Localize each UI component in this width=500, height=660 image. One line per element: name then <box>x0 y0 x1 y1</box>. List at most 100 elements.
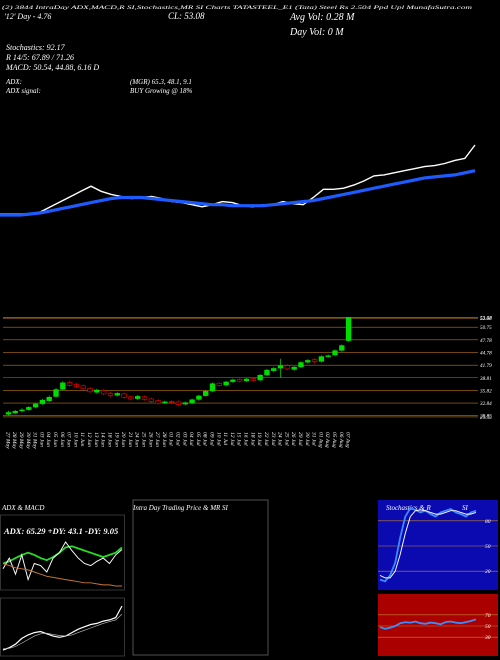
candle-body <box>66 382 73 386</box>
adx-values: (MGR) 65.3, 48.1, 9.1 <box>130 78 192 86</box>
candle-body <box>223 381 229 386</box>
candle-body <box>271 368 277 371</box>
candle-body <box>332 350 338 356</box>
adx-label: ADX: <box>5 78 22 86</box>
x-tick-label: 06 Jun <box>59 432 65 447</box>
candle-body <box>189 399 195 404</box>
x-tick-label: 24 Jun <box>134 432 141 447</box>
x-tick-label: 11 Jul <box>222 432 228 446</box>
candle-body <box>107 393 114 396</box>
candle-body <box>243 378 250 382</box>
candle-body <box>87 388 93 393</box>
rsi: R 14/5: 67.89 / 71.26 <box>5 53 74 62</box>
candle-body <box>305 360 311 363</box>
candle-body <box>209 383 216 392</box>
candle-body <box>94 389 100 393</box>
macd: MACD: 50.54, 44.88, 6.16 D <box>5 63 99 72</box>
candle-body <box>216 382 223 386</box>
y-tick-label: 50.75 <box>480 325 492 331</box>
candle-body <box>12 410 18 414</box>
candle-body <box>250 378 257 381</box>
y-tick-label: 50 <box>485 544 491 550</box>
x-tick-label: 21 Jun <box>127 432 133 447</box>
x-tick-label: 25 Jun <box>140 432 146 447</box>
candle-body <box>345 317 352 341</box>
x-tick-label: 27 May <box>4 432 10 449</box>
candle-body <box>141 396 148 400</box>
avg-vol: Avg Vol: 0.28 M <box>289 12 355 23</box>
x-tick-label: 19 Jun <box>113 432 119 447</box>
y-tick-label: 44.78 <box>480 349 492 356</box>
line-series <box>379 618 477 630</box>
intraday-panel <box>132 499 269 656</box>
candle-body <box>134 396 141 399</box>
panel-title: Intra Day Trading Price & MR SI <box>132 504 229 512</box>
candle-body <box>284 365 291 370</box>
line-series <box>0 169 476 217</box>
x-tick-label: 08 Jul <box>202 432 208 446</box>
x-tick-label: 26 Jul <box>290 432 296 446</box>
line-series <box>2 605 123 651</box>
x-tick-label: 01 Aug <box>317 432 323 448</box>
x-tick-label: 07 Jun <box>66 432 72 447</box>
x-tick-label: 23 Jul <box>270 432 276 446</box>
x-tick-label: 02 Jul <box>175 432 181 446</box>
x-tick-label: 04 Jul <box>188 432 195 446</box>
x-tick-label: 04 Jun <box>45 432 52 447</box>
y-tick-label: 20 <box>485 569 491 575</box>
y-tick-label: 35.82 <box>480 388 492 394</box>
x-tick-label: 22 Jul <box>263 432 269 446</box>
candle-body <box>203 391 209 396</box>
candle-body <box>311 359 318 363</box>
x-tick-label: 03 Jun <box>38 432 44 447</box>
x-tick-label: 24 Jul <box>277 432 284 446</box>
y-tick-label: 53.08 <box>480 315 492 321</box>
candle-body <box>148 398 154 402</box>
x-tick-label: 07 Aug <box>345 432 351 448</box>
x-tick-label: 10 Jun <box>72 432 78 447</box>
panel-title: ADX & MACD <box>1 504 44 512</box>
candle-body <box>175 401 182 405</box>
x-tick-label: 16 Jul <box>243 432 249 446</box>
candle-body <box>19 409 25 412</box>
candle-body <box>325 355 331 357</box>
x-tick-label: 18 Jul <box>249 432 255 446</box>
line-series <box>2 613 123 650</box>
candle-body <box>277 365 284 369</box>
y-tick-label: 32.84 <box>480 400 492 407</box>
day-vol: Day Vol: 0 M <box>289 27 344 38</box>
x-tick-label: 18 Jun <box>106 432 112 447</box>
candle-body <box>121 393 127 398</box>
y-tick-label: 50 <box>485 624 491 630</box>
x-tick-label: 05 Jul <box>195 432 201 446</box>
x-tick-label: 01 Jul <box>168 432 174 446</box>
candle-body <box>196 395 202 400</box>
change: '12' Day - 4.76 <box>4 12 51 21</box>
y-tick-label: 41.79 <box>480 362 492 369</box>
candle-body <box>5 412 12 415</box>
x-tick-label: 12 Jul <box>229 432 235 446</box>
adx-panel <box>0 514 125 591</box>
adx-signal: BUY Growing @ 18% <box>130 87 193 95</box>
x-tick-label: 15 Jul <box>236 432 242 446</box>
candle-body <box>155 400 161 404</box>
x-tick-label: 29 May <box>18 432 24 449</box>
line-series <box>379 509 477 579</box>
x-tick-label: 28 May <box>11 432 17 449</box>
candle-body <box>339 345 345 351</box>
x-tick-label: 20 Jun <box>120 432 126 447</box>
x-tick-label: 12 Jun <box>86 432 92 447</box>
x-tick-label: 31 Jul <box>311 431 317 446</box>
y-tick-label: 70 <box>485 613 491 619</box>
y-tick-label: 80 <box>485 519 491 525</box>
y-tick-label: 29.55 <box>480 415 492 421</box>
x-tick-label: 05 Aug <box>331 432 337 448</box>
candle-body <box>237 379 243 382</box>
x-tick-label: 28 Jun <box>161 432 167 447</box>
candle-body <box>60 382 66 390</box>
x-tick-label: 05 Jun <box>52 432 58 447</box>
panel-title: SI <box>462 504 469 512</box>
x-tick-label: 30 Jul <box>304 431 310 446</box>
candle-body <box>291 366 297 370</box>
